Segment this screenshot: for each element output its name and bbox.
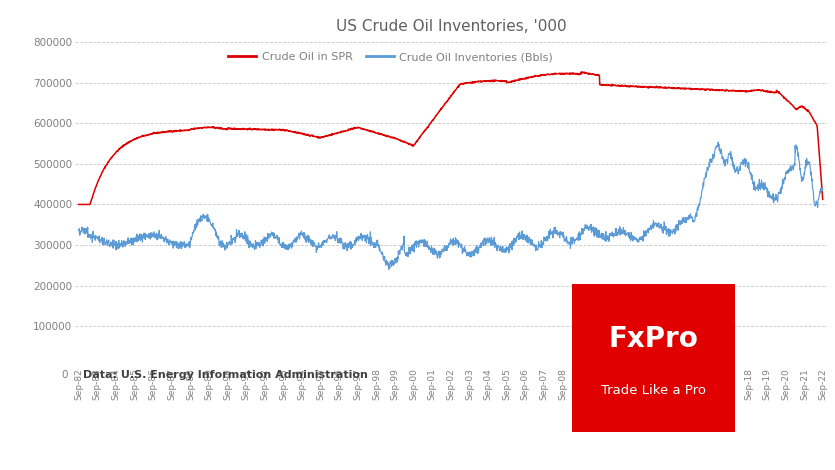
Text: 0: 0 — [61, 370, 68, 380]
Legend: Crude Oil in SPR, Crude Oil Inventories (Bbls): Crude Oil in SPR, Crude Oil Inventories … — [224, 48, 558, 67]
Text: FxPro: FxPro — [609, 325, 698, 353]
Text: Data: U.S. Energy Information Administration: Data: U.S. Energy Information Administra… — [83, 370, 367, 380]
Text: Trade Like a Pro: Trade Like a Pro — [601, 384, 706, 398]
Title: US Crude Oil Inventories, '000: US Crude Oil Inventories, '000 — [336, 19, 566, 34]
